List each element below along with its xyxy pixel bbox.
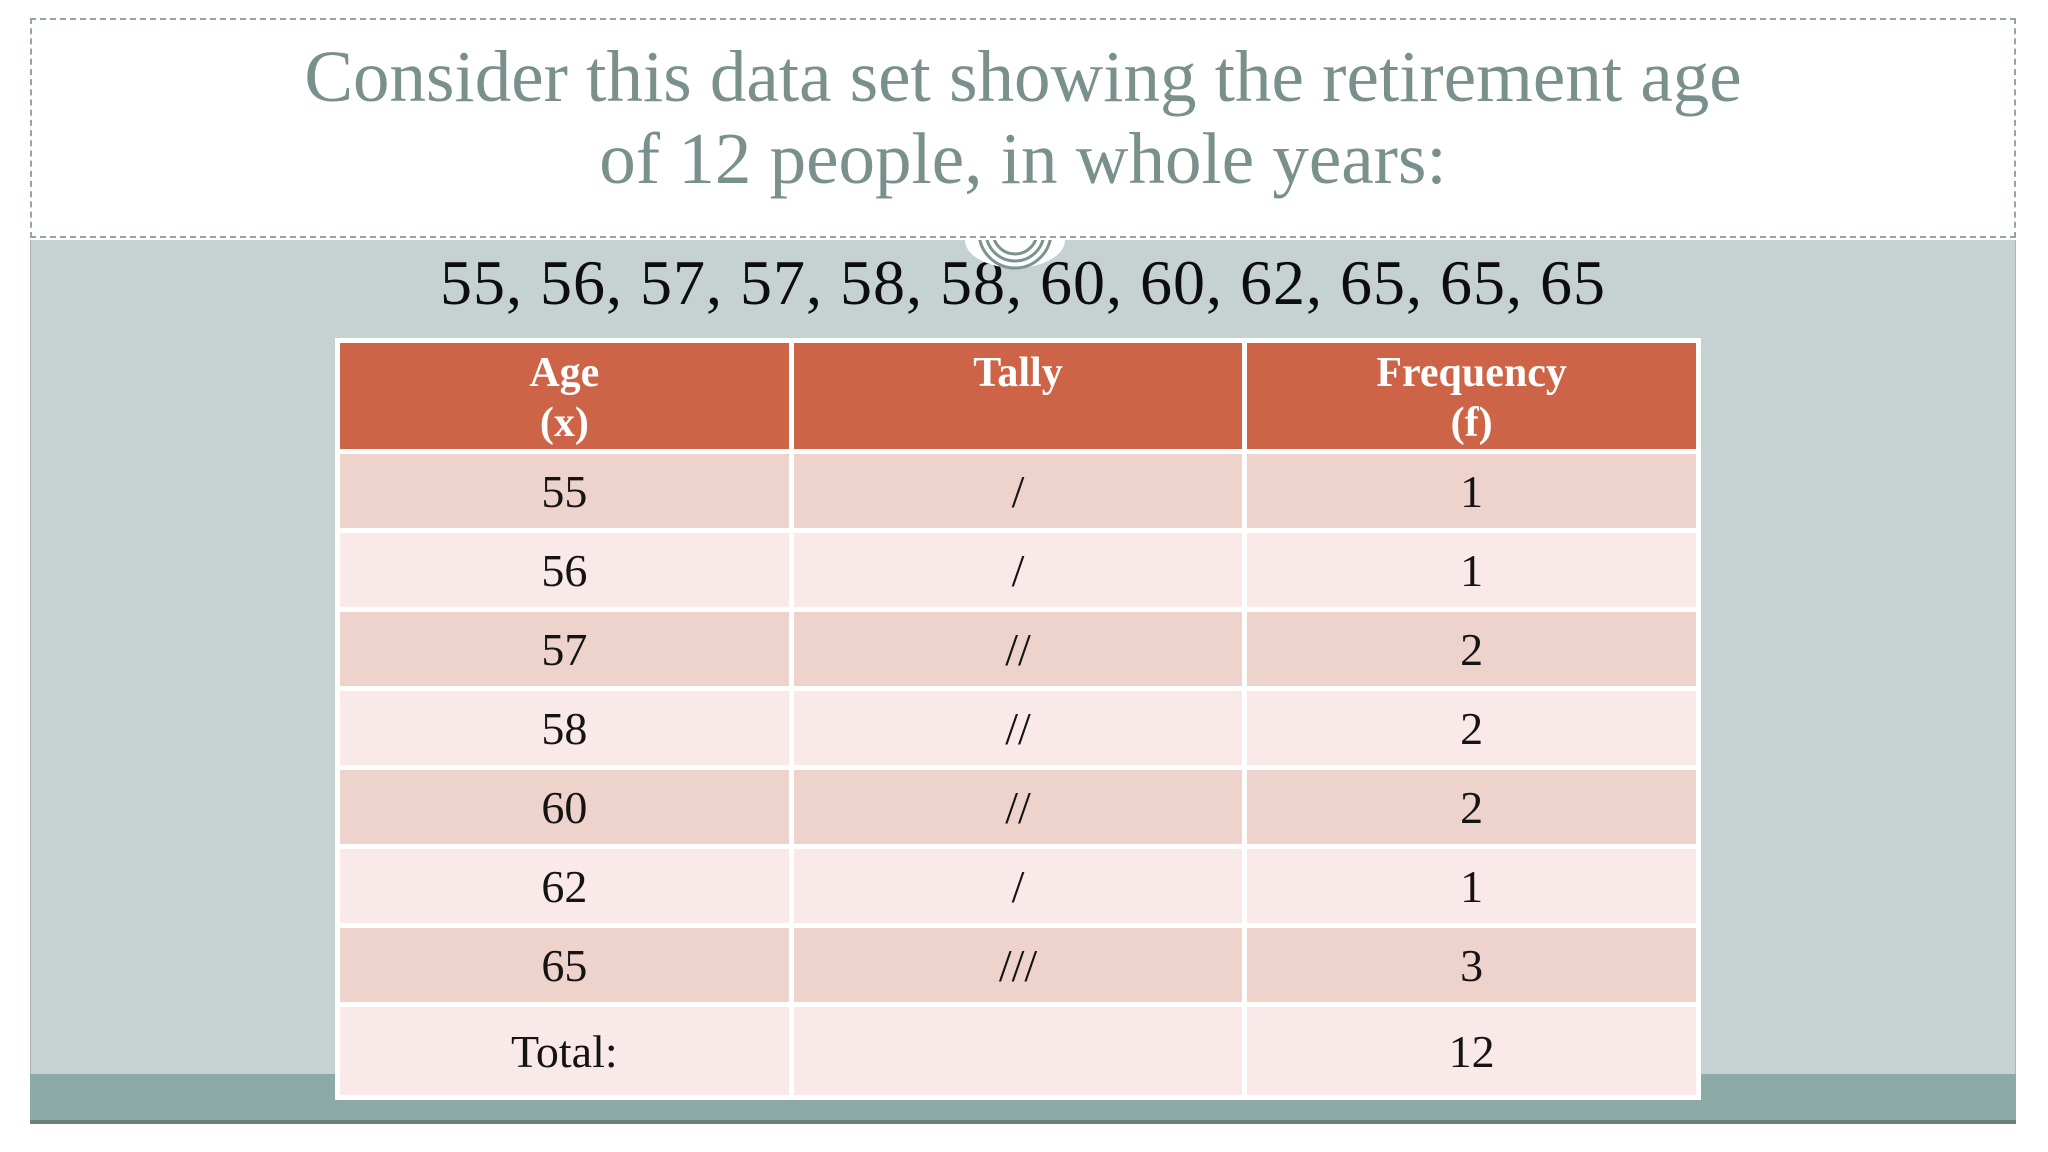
col-header-age: Age (x) — [340, 343, 789, 449]
total-label-cell: Total: — [340, 1007, 789, 1095]
age-cell: 62 — [340, 849, 789, 923]
table-row: 65 /// 3 — [340, 928, 1696, 1002]
age-cell: 56 — [340, 533, 789, 607]
frequency-cell: 1 — [1247, 849, 1696, 923]
total-tally-cell — [793, 1007, 1243, 1095]
age-cell: 65 — [340, 928, 789, 1002]
tally-cell: /// — [793, 928, 1243, 1002]
tally-cell: // — [793, 770, 1243, 844]
table-header-row: Age (x) Tally Frequency (f) — [340, 343, 1696, 449]
col-header-tally: Tally — [793, 343, 1243, 449]
table-row: 55 / 1 — [340, 454, 1696, 528]
col-header-age-line1: Age — [529, 350, 600, 396]
table-row: 60 // 2 — [340, 770, 1696, 844]
tally-cell: / — [793, 533, 1243, 607]
col-header-frequency: Frequency (f) — [1247, 343, 1696, 449]
age-cell: 58 — [340, 691, 789, 765]
col-header-tally-line1: Tally — [973, 350, 1063, 396]
frequency-cell: 2 — [1247, 612, 1696, 686]
concentric-circles-decoration-icon — [965, 240, 1065, 270]
title-placeholder[interactable]: Consider this data set showing the retir… — [30, 18, 2016, 238]
age-cell: 55 — [340, 454, 789, 528]
tally-cell: / — [793, 454, 1243, 528]
frequency-cell: 3 — [1247, 928, 1696, 1002]
col-header-age-line2: (x) — [539, 399, 589, 446]
frequency-cell: 2 — [1247, 770, 1696, 844]
tally-cell: // — [793, 612, 1243, 686]
age-cell: 57 — [340, 612, 789, 686]
slide-title-line2: of 12 people, in whole years: — [599, 117, 1447, 199]
frequency-cell: 1 — [1247, 454, 1696, 528]
frequency-cell: 2 — [1247, 691, 1696, 765]
frequency-cell: 1 — [1247, 533, 1696, 607]
table-row: 62 / 1 — [340, 849, 1696, 923]
table-row: 57 // 2 — [340, 612, 1696, 686]
tally-cell: // — [793, 691, 1243, 765]
table-total-row: Total: 12 — [340, 1007, 1696, 1095]
col-header-frequency-line1: Frequency — [1376, 350, 1567, 396]
frequency-table[interactable]: Age (x) Tally Frequency (f) 55 / 1 56 — [335, 338, 1701, 1100]
table-row: 56 / 1 — [340, 533, 1696, 607]
table-row: 58 // 2 — [340, 691, 1696, 765]
tally-cell: / — [793, 849, 1243, 923]
age-cell: 60 — [340, 770, 789, 844]
total-frequency-cell: 12 — [1247, 1007, 1696, 1095]
slide-title-line1: Consider this data set showing the retir… — [304, 36, 1742, 117]
col-header-frequency-line2: (f) — [1450, 399, 1493, 446]
